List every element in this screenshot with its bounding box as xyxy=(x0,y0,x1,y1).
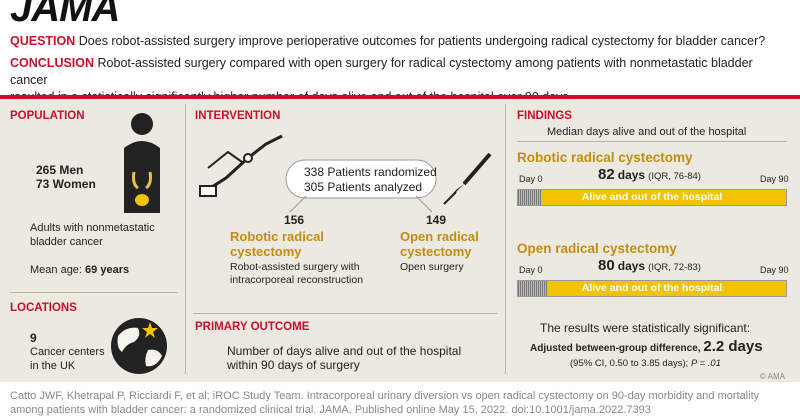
question-text: Does robot-assisted surgery improve peri… xyxy=(78,34,766,48)
open-result-title: Open radical cystectomy xyxy=(517,241,677,256)
citation-line1: Catto JWF, Khetrapal P, Ricciardi F, et … xyxy=(10,390,760,402)
robotic-name: Robotic radical cystectomy xyxy=(230,229,324,259)
robotic-days-bar-hospital xyxy=(518,190,542,205)
question-label: QUESTION xyxy=(10,34,76,48)
open-n: 149 xyxy=(426,213,447,227)
robotic-iqr: (IQR, 76-84) xyxy=(648,171,701,182)
robotic-day-start: Day 0 xyxy=(519,174,543,184)
robotic-desc: Robot-assisted surgery with intracorpore… xyxy=(230,261,363,287)
robotic-name1: Robotic radical xyxy=(230,229,324,244)
open-name1: Open radical xyxy=(400,229,479,244)
divider-right xyxy=(505,104,506,374)
population-desc2: bladder cancer xyxy=(30,236,103,248)
findings-ci: (95% CI, 0.50 to 3.85 days); xyxy=(570,358,689,369)
locations-line1: Cancer centers xyxy=(30,346,105,358)
primary-outcome-line2: within 90 days of surgery xyxy=(227,358,360,372)
population-heading: POPULATION xyxy=(10,110,85,122)
findings-significance: The results were statistically significa… xyxy=(540,321,751,335)
intervention-randomized: 338 Patients randomized xyxy=(304,165,437,179)
open-desc: Open surgery xyxy=(400,261,464,273)
open-name: Open radical cystectomy xyxy=(400,229,479,259)
open-iqr: (IQR, 72-83) xyxy=(648,262,701,273)
population-age: Mean age: 69 years xyxy=(30,264,129,277)
population-age-value: 69 years xyxy=(85,264,130,276)
robotic-days-bar: Alive and out of the hospital xyxy=(517,189,787,206)
primary-outcome-heading: PRIMARY OUTCOME xyxy=(195,321,310,333)
primary-outcome-text: Number of days alive and out of the hosp… xyxy=(227,344,461,372)
open-day-start: Day 0 xyxy=(519,265,543,275)
population-age-label: Mean age: xyxy=(30,264,82,276)
open-name2: cystectomy xyxy=(400,244,472,259)
open-result: 80 days (IQR, 72-83) xyxy=(598,257,701,274)
robot-arm-icon xyxy=(199,134,283,197)
globe-icon xyxy=(111,318,167,374)
robotic-n: 156 xyxy=(284,213,305,227)
findings-p: P = .01 xyxy=(690,358,721,369)
open-days-unit: days xyxy=(617,259,646,273)
locations-count: 9 xyxy=(30,331,37,345)
jama-logo: JAMA xyxy=(10,0,120,30)
divider-left xyxy=(185,104,186,374)
robotic-desc1: Robot-assisted surgery with xyxy=(230,261,360,273)
findings-diff-label: Adjusted between-group difference, xyxy=(530,343,701,354)
copyright: © AMA xyxy=(760,372,786,381)
robotic-name2: cystectomy xyxy=(230,244,302,259)
person-icon xyxy=(124,113,160,213)
intervention-analyzed: 305 Patients analyzed xyxy=(304,180,423,194)
findings-heading: FINDINGS xyxy=(517,110,572,122)
open-bar-label: Alive and out of the hospital xyxy=(581,282,723,294)
divider-population xyxy=(10,292,178,293)
conclusion-line1: Robot-assisted surgery compared with ope… xyxy=(10,56,753,87)
panel-top-rule xyxy=(0,95,800,99)
robotic-result: 82 days (IQR, 76-84) xyxy=(598,166,701,183)
conclusion-label: CONCLUSION xyxy=(10,56,95,70)
population-men: 265 Men xyxy=(36,163,84,177)
citation-line2: among patients with bladder cancer: a ra… xyxy=(10,404,651,416)
locations-heading: LOCATIONS xyxy=(10,302,77,314)
findings-subtitle-rule xyxy=(517,141,787,142)
open-days: 80 xyxy=(598,257,615,274)
open-day-end: Day 90 xyxy=(760,265,789,275)
allocation-diagram xyxy=(285,159,437,213)
robotic-day-end: Day 90 xyxy=(760,174,789,184)
robotic-days-unit: days xyxy=(617,168,646,182)
open-days-bar: Alive and out of the hospital xyxy=(517,280,787,297)
findings-diff-value: 2.2 days xyxy=(703,338,763,355)
divider-intervention xyxy=(193,313,498,314)
robotic-days: 82 xyxy=(598,166,615,183)
locations-line2: in the UK xyxy=(30,360,76,372)
population-desc1: Adults with nonmetastatic xyxy=(30,222,155,234)
citation: Catto JWF, Khetrapal P, Ricciardi F, et … xyxy=(10,389,790,417)
scalpel-icon xyxy=(443,152,492,205)
primary-outcome-line1: Number of days alive and out of the hosp… xyxy=(227,344,462,358)
question: QUESTION Does robot-assisted surgery imp… xyxy=(10,33,790,50)
population-women: 73 Women xyxy=(36,177,96,191)
robotic-bar-label: Alive and out of the hospital xyxy=(581,191,723,203)
robotic-desc2: intracorporeal reconstruction xyxy=(230,274,364,286)
findings-ci-line: (95% CI, 0.50 to 3.85 days); P = .01 xyxy=(570,357,721,370)
intervention-heading: INTERVENTION xyxy=(195,110,281,122)
findings-difference: Adjusted between-group difference, 2.2 d… xyxy=(530,338,763,355)
robotic-result-title: Robotic radical cystectomy xyxy=(517,150,693,165)
findings-subtitle: Median days alive and out of the hospita… xyxy=(547,126,747,138)
open-days-bar-hospital xyxy=(518,281,548,296)
